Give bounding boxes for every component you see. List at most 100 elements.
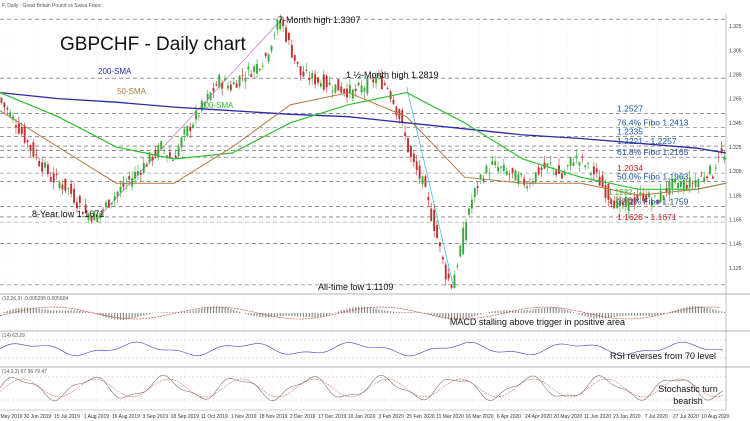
page-title: GBPCHF - Daily chart: [60, 34, 247, 55]
y-tick-label: 1.325: [729, 24, 742, 30]
candle-body: [9, 112, 12, 117]
candle-body: [427, 196, 430, 201]
level-label: 1.2335: [617, 127, 643, 137]
y-tick-label: 1.225: [729, 145, 742, 151]
candle-body: [215, 84, 218, 86]
candle-body: [134, 171, 136, 179]
candle-body: [122, 182, 125, 187]
candle-body: [682, 179, 685, 189]
rsi-header: (14) 63.29: [2, 333, 25, 339]
candle-body: [619, 200, 621, 207]
candle-body: [624, 197, 627, 207]
candle-body: [244, 77, 247, 82]
candle-body: [572, 162, 575, 166]
candle-body: [302, 71, 305, 77]
candle-body: [372, 79, 375, 83]
candle-body: [723, 156, 726, 161]
candle-body: [276, 19, 279, 30]
candle-body: [546, 163, 549, 166]
candle-body: [206, 93, 209, 100]
level-label: 1.2221 - 1.2257: [617, 136, 677, 146]
candle-body: [261, 65, 264, 67]
candle-body: [203, 102, 206, 107]
candle-body: [590, 173, 592, 176]
candle-body: [526, 186, 529, 189]
candle-body: [0, 97, 3, 103]
candle-body: [502, 164, 505, 172]
candle-body: [613, 200, 616, 209]
candle-body: [195, 110, 197, 120]
x-tick-label: 30 Jun 2019: [24, 414, 52, 420]
candle-body: [706, 176, 709, 179]
candle-body: [279, 19, 282, 30]
candle-body: [12, 116, 15, 120]
candle-body: [671, 179, 674, 189]
fan-line: [406, 86, 454, 285]
candle-body: [717, 156, 720, 158]
candle-body: [470, 199, 473, 209]
candle-body: [293, 54, 296, 61]
candle-body: [517, 174, 520, 185]
candle-body: [700, 175, 703, 177]
y-tick-label: 1.285: [729, 72, 742, 78]
candle-body: [680, 181, 682, 188]
candle-body: [247, 66, 250, 70]
candle-body: [49, 176, 52, 181]
candle-body: [473, 187, 476, 198]
candle-body: [270, 45, 273, 51]
candle-body: [430, 208, 433, 221]
candle-body: [282, 20, 285, 26]
candle-body: [363, 88, 366, 92]
candle-body: [90, 216, 93, 222]
level-label: 1.2527: [617, 103, 643, 113]
candle-body: [348, 85, 351, 94]
candle-body: [436, 225, 438, 239]
macd-note: MACD stalling above trigger in positive …: [450, 317, 625, 327]
candle-body: [238, 75, 241, 87]
candle-body: [119, 186, 122, 193]
candle-body: [189, 127, 192, 132]
x-tick-label: 18 Sep 2019: [171, 414, 200, 420]
candle-body: [401, 110, 404, 123]
candle-body: [334, 84, 337, 93]
candle-body: [659, 190, 662, 203]
candle-body: [639, 192, 642, 195]
rsi-note: RSI reverses from 70 level: [610, 351, 716, 361]
level-label: 1.1628 - 1.1671: [617, 212, 677, 222]
candle-body: [328, 82, 331, 86]
candle-body: [64, 178, 67, 191]
candle-body: [441, 256, 444, 260]
candle-body: [479, 174, 482, 179]
candle-body: [604, 185, 607, 198]
candle-body: [174, 155, 177, 159]
candle-body: [32, 142, 35, 157]
candle-body: [128, 176, 131, 180]
candle-body: [409, 146, 412, 158]
candle-body: [209, 92, 212, 101]
candle-body: [93, 211, 96, 221]
candle-body: [296, 61, 299, 64]
y-tick-label: 1.185: [729, 193, 742, 199]
candle-body: [110, 202, 113, 205]
y-tick-label: 1.125: [729, 266, 742, 272]
candle-body: [563, 172, 566, 175]
macd-header: (12,26,9) -0.005295 0.005604: [2, 296, 68, 302]
candle-body: [343, 88, 346, 94]
level-label: 50.0% Fibo 1.1963: [617, 172, 689, 182]
x-tick-label: 27 Jul 2020: [673, 414, 699, 420]
x-tick-label: 10 Aug 2020: [701, 414, 729, 420]
candle-body: [447, 273, 450, 279]
candle-body: [3, 102, 6, 108]
candle-body: [508, 173, 511, 175]
candle-body: [299, 66, 302, 76]
level-label: 61.8% Fibo 1.2165: [617, 147, 689, 157]
y-axis-ticks: 1.325 1.305 1.285 1.265 1.245 1.225 1.205 1.185…: [725, 14, 742, 410]
candle-body: [520, 173, 523, 175]
candle-body: [44, 162, 46, 168]
candle-body: [592, 166, 595, 175]
candle-body: [163, 150, 166, 151]
candle-body: [691, 182, 694, 184]
candle-body: [610, 199, 613, 205]
stochastic-note-line2: bearish: [673, 396, 703, 406]
candle-body: [136, 171, 139, 175]
